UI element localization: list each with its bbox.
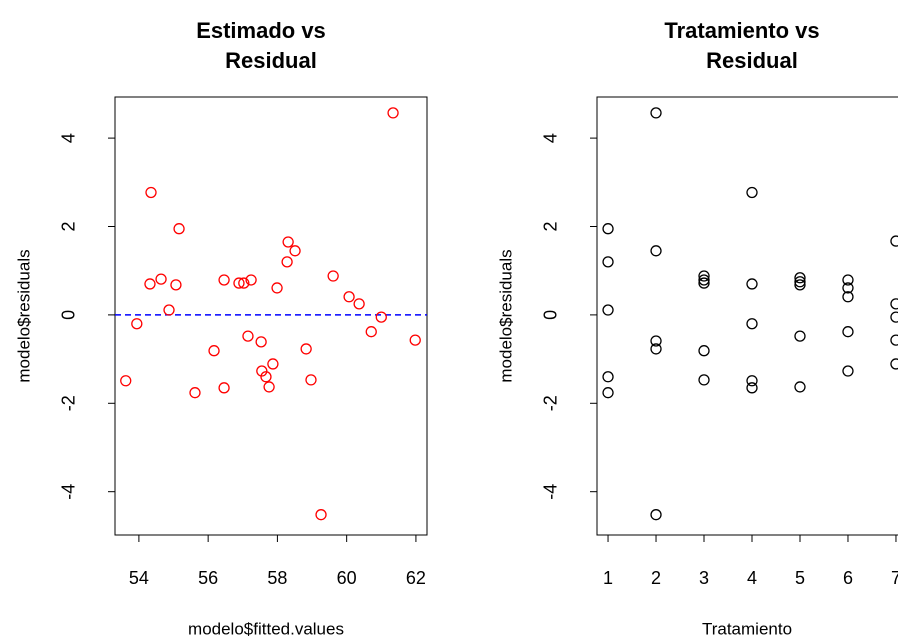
point bbox=[747, 187, 757, 197]
y-tick-label: 4 bbox=[541, 133, 561, 143]
x-tick-label: 7 bbox=[891, 568, 898, 588]
point bbox=[699, 346, 709, 356]
point bbox=[410, 335, 420, 345]
point bbox=[651, 246, 661, 256]
point bbox=[843, 366, 853, 376]
point bbox=[699, 375, 709, 385]
chart-title: Tratamiento vs bbox=[664, 18, 819, 43]
point bbox=[190, 388, 200, 398]
y-tick-label: 0 bbox=[59, 310, 79, 320]
point bbox=[264, 382, 274, 392]
point bbox=[290, 246, 300, 256]
point bbox=[603, 372, 613, 382]
point bbox=[603, 388, 613, 398]
x-tick-label: 58 bbox=[267, 568, 287, 588]
y-tick-label: 2 bbox=[541, 221, 561, 231]
point bbox=[603, 257, 613, 267]
chart-title: Residual bbox=[706, 48, 798, 73]
point bbox=[301, 344, 311, 354]
point bbox=[282, 257, 292, 267]
point bbox=[328, 271, 338, 281]
point bbox=[354, 299, 364, 309]
y-tick-label: 2 bbox=[59, 221, 79, 231]
x-tick-label: 2 bbox=[651, 568, 661, 588]
x-tick-label: 4 bbox=[747, 568, 757, 588]
plot-frame bbox=[597, 97, 898, 535]
x-axis-label: modelo$fitted.values bbox=[188, 619, 344, 638]
point bbox=[306, 375, 316, 385]
point bbox=[651, 108, 661, 118]
point bbox=[146, 187, 156, 197]
y-tick-label: -2 bbox=[541, 395, 561, 411]
y-tick-label: -2 bbox=[59, 395, 79, 411]
point bbox=[243, 331, 253, 341]
point bbox=[603, 305, 613, 315]
point bbox=[891, 312, 898, 322]
plot-frame bbox=[115, 97, 427, 535]
y-tick-label: -4 bbox=[59, 484, 79, 500]
point bbox=[316, 510, 326, 520]
point bbox=[256, 337, 266, 347]
x-tick-label: 6 bbox=[843, 568, 853, 588]
point bbox=[366, 327, 376, 337]
point bbox=[891, 335, 898, 345]
point bbox=[891, 359, 898, 369]
point bbox=[376, 312, 386, 322]
point bbox=[747, 383, 757, 393]
point bbox=[283, 237, 293, 247]
point bbox=[219, 275, 229, 285]
point bbox=[219, 383, 229, 393]
point bbox=[891, 299, 898, 309]
x-tick-label: 54 bbox=[129, 568, 149, 588]
point bbox=[795, 331, 805, 341]
chart: Estimado vsResidual-4-20245456586062mode… bbox=[0, 0, 898, 640]
point bbox=[603, 224, 613, 234]
point bbox=[268, 359, 278, 369]
point bbox=[747, 279, 757, 289]
x-tick-label: 62 bbox=[406, 568, 426, 588]
point bbox=[795, 382, 805, 392]
point bbox=[209, 346, 219, 356]
x-tick-label: 5 bbox=[795, 568, 805, 588]
y-tick-label: 4 bbox=[59, 133, 79, 143]
x-tick-label: 1 bbox=[603, 568, 613, 588]
point bbox=[747, 319, 757, 329]
point bbox=[272, 283, 282, 293]
chart-title: Estimado vs bbox=[196, 18, 326, 43]
point bbox=[171, 280, 181, 290]
point bbox=[145, 279, 155, 289]
y-tick-label: -4 bbox=[541, 484, 561, 500]
point bbox=[121, 376, 131, 386]
y-axis-label: modelo$residuals bbox=[14, 249, 33, 382]
x-tick-label: 3 bbox=[699, 568, 709, 588]
point bbox=[388, 108, 398, 118]
point bbox=[651, 510, 661, 520]
point bbox=[843, 327, 853, 337]
y-tick-label: 0 bbox=[541, 310, 561, 320]
point bbox=[156, 274, 166, 284]
x-axis-label: Tratamiento bbox=[702, 619, 792, 638]
chart-title: Residual bbox=[225, 48, 317, 73]
x-tick-label: 60 bbox=[337, 568, 357, 588]
point bbox=[174, 224, 184, 234]
point bbox=[344, 292, 354, 302]
x-tick-label: 56 bbox=[198, 568, 218, 588]
point bbox=[132, 319, 142, 329]
point bbox=[891, 236, 898, 246]
point bbox=[164, 305, 174, 315]
y-axis-label: modelo$residuals bbox=[496, 249, 515, 382]
